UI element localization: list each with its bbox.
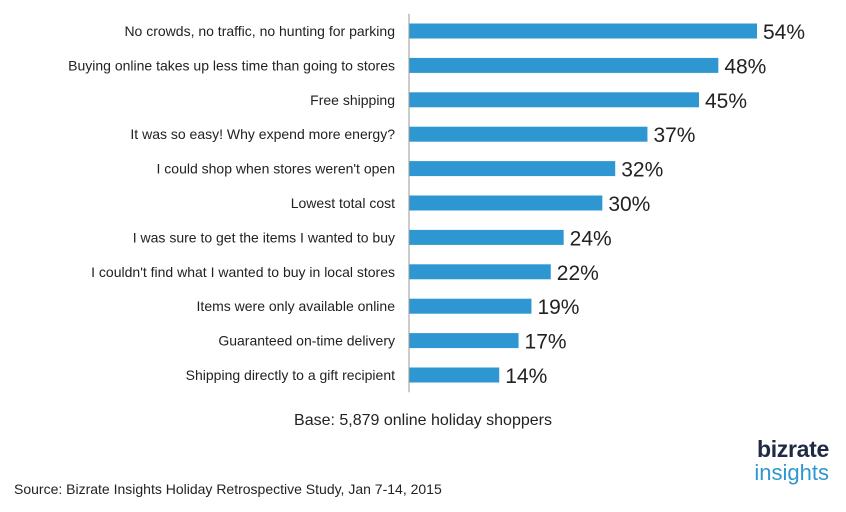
value-label: 17% [525, 331, 567, 354]
category-label: It was so easy! Why expend more energy? [130, 126, 395, 142]
bar [409, 264, 551, 280]
category-label: Lowest total cost [291, 195, 395, 211]
category-label: I could shop when stores weren't open [157, 161, 396, 177]
category-label: I was sure to get the items I wanted to … [133, 229, 395, 245]
value-label: 32% [621, 159, 663, 182]
logo-word-bizrate: bizrate [756, 436, 829, 462]
base-note: Base: 5,879 online holiday shoppers [294, 412, 552, 429]
value-label: 37% [653, 124, 695, 147]
value-label: 45% [705, 90, 747, 113]
value-label: 22% [557, 262, 599, 285]
category-label: Free shipping [310, 92, 395, 108]
bar-chart: No crowds, no traffic, no hunting for pa… [68, 13, 805, 393]
bar [409, 161, 616, 177]
bar [409, 92, 699, 108]
bizrate-insights-logo: bizrate insights [754, 438, 829, 484]
category-label: Shipping directly to a gift recipient [186, 367, 395, 383]
category-label: Guaranteed on-time delivery [218, 333, 395, 349]
bar [409, 57, 719, 73]
bars-layer: No crowds, no traffic, no hunting for pa… [68, 21, 805, 388]
category-label: No crowds, no traffic, no hunting for pa… [124, 23, 395, 39]
logo-word-insights: insights [754, 460, 829, 485]
bar [409, 229, 564, 245]
bar [409, 126, 648, 142]
source-note: Source: Bizrate Insights Holiday Retrosp… [14, 481, 442, 497]
bar [409, 333, 519, 349]
value-label: 54% [763, 21, 805, 44]
value-label: 48% [724, 55, 766, 78]
category-label: I couldn't find what I wanted to buy in … [91, 264, 395, 280]
category-label: Buying online takes up less time than go… [68, 57, 395, 73]
bar [409, 367, 500, 383]
bar [409, 298, 532, 314]
value-label: 14% [505, 365, 547, 388]
bar [409, 195, 603, 211]
value-label: 30% [608, 193, 650, 216]
value-label: 19% [537, 296, 579, 319]
category-label: Items were only available online [197, 298, 396, 314]
bar [409, 23, 757, 39]
value-label: 24% [570, 227, 612, 250]
